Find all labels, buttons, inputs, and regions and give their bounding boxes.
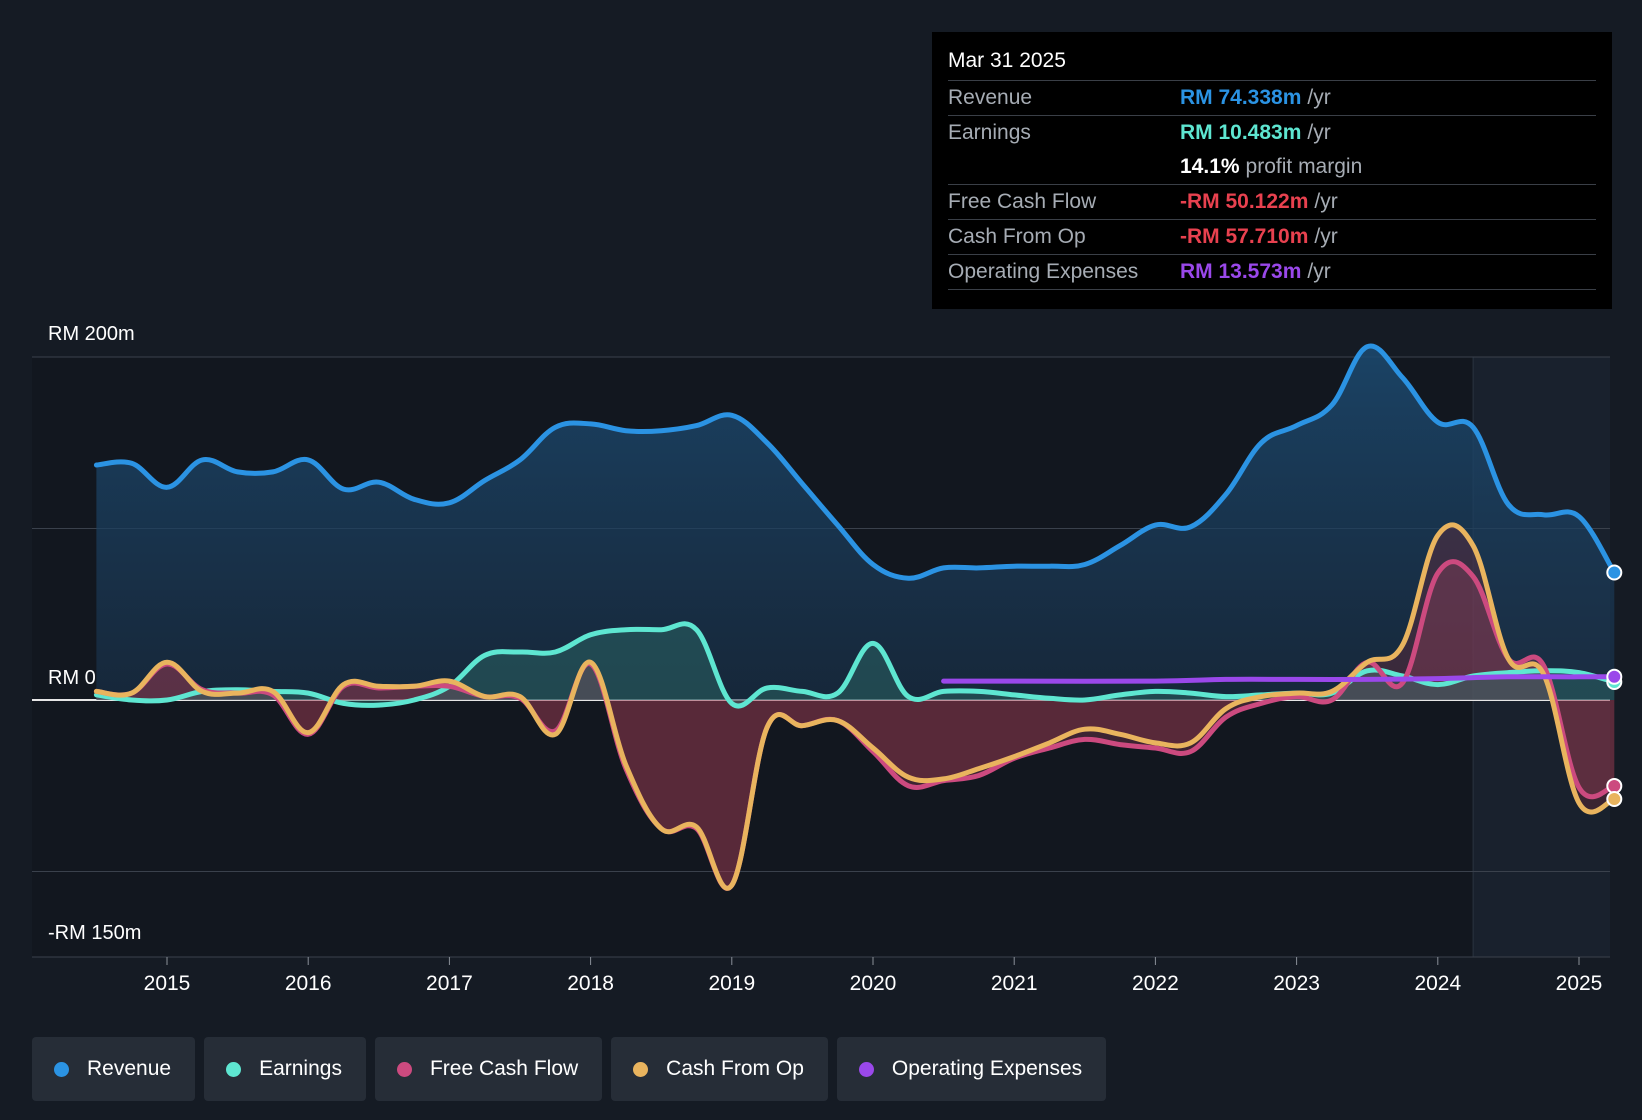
legend-item-opex[interactable]: Operating Expenses — [836, 1037, 1107, 1101]
tooltip-row-value: -RM 50.122m — [1180, 190, 1309, 213]
legend-dot-icon — [396, 1061, 412, 1077]
legend-item-cfo[interactable]: Cash From Op — [611, 1037, 828, 1101]
x-tick-label: 2022 — [1132, 972, 1179, 995]
y-label-top: RM 200m — [48, 323, 135, 345]
x-tick-label: 2023 — [1273, 972, 1320, 995]
revenue-end-marker — [1606, 564, 1623, 581]
earnings-line — [93, 621, 1617, 709]
y-axis-labels: RM 200m RM 0 -RM 150m — [48, 323, 141, 944]
legend-label: Earnings — [259, 1057, 342, 1080]
end-markers — [1606, 564, 1623, 807]
tooltip-row: Earnings RM 10.483m/yr — [948, 115, 1596, 150]
legend-dot-icon — [633, 1061, 649, 1077]
x-tick-label: 2015 — [144, 972, 191, 995]
x-tick-label: 2024 — [1414, 972, 1461, 995]
legend-label: Revenue — [87, 1057, 172, 1080]
x-axis-ticks: 2015 2016 2017 2018 2019 2020 2021 2022 2023 2024… — [144, 957, 1603, 995]
cash-from-op-area — [96, 524, 1615, 889]
tooltip-row-unit: /yr — [1314, 190, 1338, 213]
tooltip-row-value: RM 10.483m — [1180, 121, 1302, 144]
y-label-zero: RM 0 — [48, 667, 96, 689]
x-tick-label: 2021 — [991, 972, 1038, 995]
x-tick-label: 2025 — [1556, 972, 1603, 995]
legend-label: Operating Expenses — [891, 1057, 1083, 1080]
y-label-bottom: -RM 150m — [48, 922, 141, 944]
legend-item-fcf[interactable]: Free Cash Flow — [374, 1037, 603, 1101]
legend-item-earnings[interactable]: Earnings — [204, 1037, 366, 1101]
tooltip-date: Mar 31 2025 — [948, 49, 1066, 72]
operating-expenses-line — [941, 674, 1617, 684]
tooltip-row-unit: profit margin — [1245, 155, 1363, 178]
tooltip-row-label: Free Cash Flow — [948, 190, 1097, 213]
tooltip-row: Operating Expenses RM 13.573m/yr — [948, 254, 1596, 290]
tooltip-row-unit: /yr — [1307, 260, 1331, 283]
tooltip-row-label: Revenue — [948, 86, 1033, 109]
tooltip-row-value: 14.1% — [1180, 155, 1240, 178]
free-cash-flow-end-marker — [1606, 777, 1623, 794]
legend-label: Free Cash Flow — [429, 1057, 579, 1080]
revenue-area — [96, 346, 1615, 700]
tooltip-row: Cash From Op -RM 57.710m/yr — [948, 219, 1596, 254]
revenue-line — [93, 343, 1617, 581]
tooltip-row: 14.1% profit margin — [948, 150, 1596, 184]
tooltip-panel: Mar 31 2025 Revenue RM 74.338m/yr Earnings… — [932, 32, 1612, 309]
operating-expenses-end-marker — [1606, 668, 1623, 685]
tooltip-row: Revenue RM 74.338m/yr — [948, 80, 1596, 115]
cash-from-op-line — [93, 522, 1617, 891]
x-tick-label: 2017 — [426, 972, 473, 995]
x-tick-label: 2019 — [708, 972, 755, 995]
x-tick-label: 2020 — [850, 972, 897, 995]
legend: Revenue Earnings Free Cash Flow Cash From O… — [32, 1037, 1107, 1101]
legend-dot-icon — [858, 1061, 874, 1077]
tooltip-row-value: RM 74.338m — [1180, 86, 1302, 109]
tooltip-row-label: Operating Expenses — [948, 260, 1139, 283]
x-tick-label: 2018 — [567, 972, 614, 995]
tooltip-rows: Revenue RM 74.338m/yr Earnings RM 10.483m/y… — [948, 80, 1596, 290]
legend-dot-icon — [226, 1061, 242, 1077]
tooltip-row-label: Cash From Op — [948, 225, 1086, 248]
x-tick-label: 2016 — [285, 972, 332, 995]
legend-item-revenue[interactable]: Revenue — [32, 1037, 196, 1101]
tooltip-row-value: RM 13.573m — [1180, 260, 1302, 283]
tooltip-row-value: -RM 57.710m — [1180, 225, 1309, 248]
legend-dot-icon — [54, 1061, 69, 1077]
legend-label: Cash From Op — [666, 1057, 804, 1080]
tooltip-row: Free Cash Flow -RM 50.122m/yr — [948, 184, 1596, 219]
tooltip-row-unit: /yr — [1314, 225, 1338, 248]
tooltip-row-label: Earnings — [948, 121, 1031, 144]
free-cash-flow-area — [96, 561, 1615, 889]
series-lines — [93, 343, 1617, 891]
tooltip-row-unit: /yr — [1307, 121, 1331, 144]
cash-from-op-end-marker — [1606, 790, 1623, 807]
tooltip-row-unit: /yr — [1307, 86, 1331, 109]
